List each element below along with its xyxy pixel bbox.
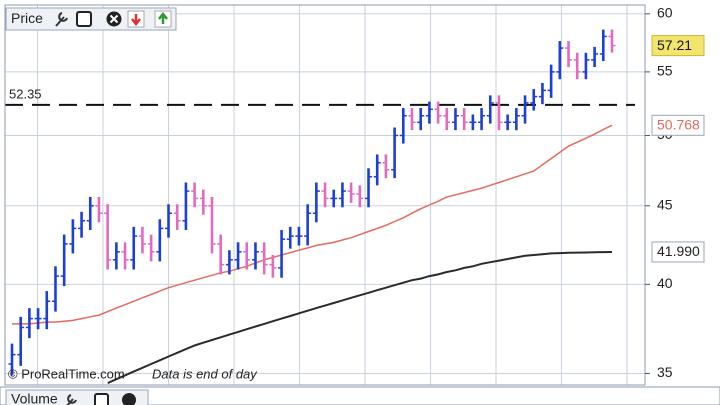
settings-icon[interactable] <box>55 12 68 27</box>
volume-window-icon[interactable] <box>94 393 109 405</box>
moving-average-line <box>107 251 613 385</box>
close-icon-cross <box>109 14 119 24</box>
move-up-arrow <box>158 11 168 24</box>
volume-settings-icon[interactable] <box>66 394 77 405</box>
moving-average-label-box <box>651 114 705 136</box>
toolbar: Price <box>5 7 177 31</box>
moving-average-label: 41.990 <box>657 243 700 259</box>
y-tick-label: 45 <box>657 196 673 212</box>
volume-title: Volume <box>11 391 58 405</box>
move-down-arrow <box>131 14 141 27</box>
y-tick-label: 55 <box>657 63 673 79</box>
plot-border <box>4 4 646 386</box>
moving-average-label: 50.768 <box>657 117 700 133</box>
volume-panel-box <box>0 386 720 405</box>
volume-panel: Volume <box>0 386 720 405</box>
last-close-label-box <box>651 35 705 57</box>
source: © ProRealTime.com <box>8 366 125 381</box>
y-tick-label: 60 <box>657 5 673 21</box>
y-tick-label: 40 <box>657 275 673 291</box>
y-tick-label: 35 <box>657 364 673 380</box>
window-icon[interactable] <box>76 11 92 27</box>
moving-average-label-box <box>651 241 705 263</box>
reference-label: 52.35 <box>9 86 42 101</box>
volume-toolbar <box>5 389 149 405</box>
note: Data is end of day <box>152 366 258 381</box>
volume-close-icon[interactable] <box>122 393 136 405</box>
panel-title: Price <box>11 10 43 26</box>
last-close-label: 57.21 <box>657 37 692 53</box>
moving-average-line <box>12 124 613 325</box>
